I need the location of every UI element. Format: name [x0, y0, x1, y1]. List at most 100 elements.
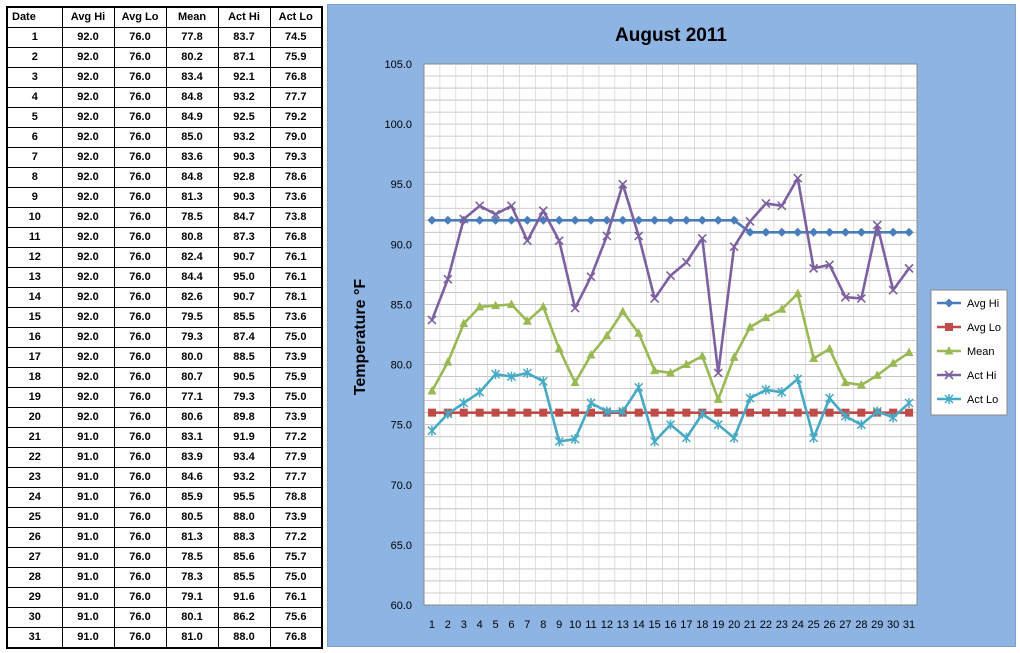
- point-act-hi: [618, 179, 628, 189]
- cell-act-hi: 88.0: [217, 627, 271, 649]
- cell-act-hi: 89.8: [217, 407, 271, 428]
- point-act-hi: [443, 274, 453, 284]
- x-tick-label: 9: [556, 619, 562, 631]
- legend-marker-avg-lo: [945, 323, 953, 331]
- y-tick-label: 95.0: [391, 179, 412, 191]
- point-avg-hi: [809, 227, 819, 237]
- cell-act-lo: 78.8: [269, 487, 323, 508]
- point-avg-hi: [475, 215, 485, 225]
- point-avg-hi: [554, 215, 564, 225]
- cell-date: 4: [6, 87, 63, 108]
- legend-label-avg-lo: Avg Lo: [967, 322, 1001, 334]
- cell-mean: 80.7: [165, 367, 219, 388]
- cell-date: 19: [6, 387, 63, 408]
- cell-mean: 83.9: [165, 447, 219, 468]
- cell-mean: 81.0: [165, 627, 219, 649]
- x-tick-label: 23: [776, 619, 788, 631]
- point-avg-hi: [570, 215, 580, 225]
- point-mean: [602, 330, 612, 340]
- table-row: 3 92.0 76.0 83.4 92.1 76.8: [6, 67, 323, 88]
- cell-date: 12: [6, 247, 63, 268]
- cell-date: 17: [6, 347, 63, 368]
- cell-avg-lo: 76.0: [113, 167, 167, 188]
- cell-avg-hi: 92.0: [61, 27, 115, 48]
- cell-act-hi: 95.5: [217, 487, 271, 508]
- point-act-lo: [443, 408, 453, 419]
- cell-avg-lo: 76.0: [113, 207, 167, 228]
- point-act-hi: [697, 233, 707, 243]
- cell-avg-hi: 91.0: [61, 627, 115, 649]
- point-act-lo: [825, 393, 835, 404]
- point-avg-lo: [523, 408, 532, 417]
- cell-avg-hi: 91.0: [61, 547, 115, 568]
- cell-avg-lo: 76.0: [113, 527, 167, 548]
- cell-act-lo: 75.7: [269, 547, 323, 568]
- point-avg-lo: [491, 408, 500, 417]
- point-mean: [427, 386, 437, 395]
- table-row: 14 92.0 76.0 82.6 90.7 78.1: [6, 287, 323, 308]
- point-avg-hi: [491, 215, 501, 225]
- y-tick-label: 85.0: [391, 299, 412, 311]
- point-act-lo: [618, 406, 628, 417]
- cell-date: 15: [6, 307, 63, 328]
- x-tick-label: 27: [839, 619, 851, 631]
- cell-act-hi: 87.4: [217, 327, 271, 348]
- point-avg-lo: [666, 408, 675, 417]
- legend-marker-act-hi: [944, 370, 954, 380]
- cell-act-lo: 77.2: [269, 527, 323, 548]
- cell-date: 2: [6, 47, 63, 68]
- point-mean: [872, 370, 882, 379]
- x-tick-label: 22: [760, 619, 772, 631]
- cell-act-lo: 73.6: [269, 187, 323, 208]
- table-row: 23 91.0 76.0 84.6 93.2 77.7: [6, 467, 323, 488]
- cell-act-lo: 79.3: [269, 147, 323, 168]
- point-act-lo: [554, 436, 564, 447]
- table-row: 27 91.0 76.0 78.5 85.6 75.7: [6, 547, 323, 568]
- cell-avg-lo: 76.0: [113, 187, 167, 208]
- table-row: 12 92.0 76.0 82.4 90.7 76.1: [6, 247, 323, 268]
- point-act-lo: [761, 384, 771, 395]
- cell-mean: 80.8: [165, 227, 219, 248]
- cell-act-lo: 77.7: [269, 87, 323, 108]
- y-tick-label: 60.0: [391, 600, 412, 612]
- cell-date: 26: [6, 527, 63, 548]
- cell-avg-hi: 91.0: [61, 447, 115, 468]
- cell-act-hi: 92.8: [217, 167, 271, 188]
- point-act-lo: [904, 398, 914, 409]
- table-row: 30 91.0 76.0 80.1 86.2 75.6: [6, 607, 323, 628]
- point-mean: [666, 367, 675, 377]
- point-act-lo: [840, 411, 850, 422]
- point-act-hi: [459, 214, 469, 224]
- point-act-lo: [602, 406, 612, 417]
- cell-mean: 78.3: [165, 567, 219, 588]
- table-row: 31 91.0 76.0 81.0 88.0 76.8: [6, 627, 323, 649]
- cell-act-hi: 79.3: [217, 387, 271, 408]
- point-mean: [745, 322, 755, 331]
- cell-avg-lo: 76.0: [113, 127, 167, 148]
- cell-act-hi: 87.3: [217, 227, 271, 248]
- cell-date: 21: [6, 427, 63, 448]
- y-tick-label: 70.0: [391, 480, 412, 492]
- table-row: 1 92.0 76.0 77.8 83.7 74.5: [6, 27, 323, 48]
- cell-act-lo: 79.0: [269, 127, 323, 148]
- cell-act-lo: 79.2: [269, 107, 323, 128]
- cell-avg-lo: 76.0: [113, 567, 167, 588]
- point-avg-hi: [538, 215, 548, 225]
- cell-act-hi: 86.2: [217, 607, 271, 628]
- cell-avg-hi: 92.0: [61, 247, 115, 268]
- cell-mean: 77.8: [165, 27, 219, 48]
- point-act-lo: [522, 367, 532, 378]
- y-tick-label: 100.0: [384, 119, 412, 131]
- cell-act-lo: 78.1: [269, 287, 323, 308]
- cell-avg-lo: 76.0: [113, 347, 167, 368]
- point-act-hi: [809, 263, 819, 273]
- point-mean: [697, 351, 707, 360]
- point-avg-hi: [729, 215, 739, 225]
- point-act-lo: [570, 434, 580, 445]
- cell-act-lo: 73.9: [269, 407, 323, 428]
- cell-avg-hi: 92.0: [61, 347, 115, 368]
- temperature-chart: August 2011 Temperature °F 60.0 65.0 70.0 7…: [352, 25, 1008, 631]
- cell-date: 6: [6, 127, 63, 148]
- table-row: 24 91.0 76.0 85.9 95.5 78.8: [6, 487, 323, 508]
